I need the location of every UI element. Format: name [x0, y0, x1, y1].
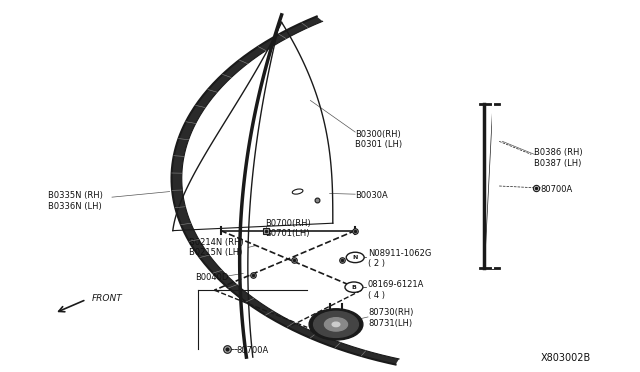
Circle shape — [314, 311, 358, 337]
Text: 80730(RH)
80731(LH): 80730(RH) 80731(LH) — [368, 308, 413, 328]
Text: N: N — [353, 255, 358, 260]
Text: B: B — [351, 285, 356, 290]
Polygon shape — [172, 16, 399, 365]
Text: B0386 (RH)
B0387 (LH): B0386 (RH) B0387 (LH) — [534, 148, 583, 168]
Text: N08911-1062G
( 2 ): N08911-1062G ( 2 ) — [368, 249, 431, 268]
Circle shape — [346, 252, 364, 263]
Text: 80700A: 80700A — [237, 346, 269, 355]
Circle shape — [345, 282, 363, 292]
Text: B0700(RH)
B0701(LH): B0700(RH) B0701(LH) — [266, 219, 311, 238]
Text: B0300(RH)
B0301 (LH): B0300(RH) B0301 (LH) — [355, 130, 403, 149]
Circle shape — [324, 318, 348, 331]
Text: B0030A: B0030A — [355, 191, 388, 200]
Circle shape — [332, 322, 340, 327]
Text: FRONT: FRONT — [92, 294, 122, 303]
Text: 08169-6121A
( 4 ): 08169-6121A ( 4 ) — [368, 280, 424, 300]
Text: B0214N (RH)
B0215N (LH): B0214N (RH) B0215N (LH) — [189, 238, 243, 257]
Text: X803002B: X803002B — [541, 353, 591, 363]
Text: B0040D: B0040D — [195, 273, 228, 282]
Circle shape — [309, 309, 363, 340]
Text: B0335N (RH)
B0336N (LH): B0335N (RH) B0336N (LH) — [48, 191, 103, 211]
Ellipse shape — [292, 189, 303, 194]
Text: 80700A: 80700A — [541, 185, 573, 194]
